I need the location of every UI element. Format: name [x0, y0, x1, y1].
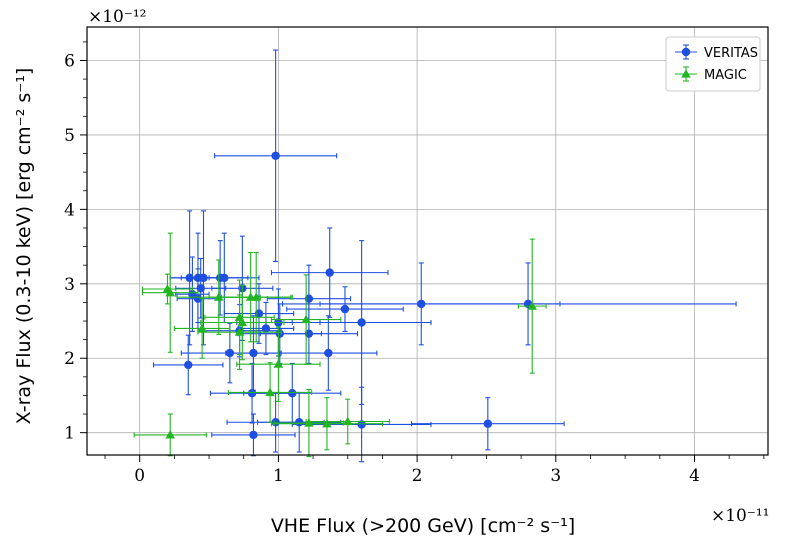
point-marker — [249, 348, 258, 358]
y-axis-label: X-ray Flux (0.3-10 keV) [erg cm⁻² s⁻¹] — [13, 68, 35, 425]
point-marker — [304, 418, 314, 427]
y-tick-label: 4 — [64, 200, 75, 220]
legend-marker — [681, 69, 691, 78]
data-point-magic — [305, 398, 390, 445]
point-marker — [193, 294, 203, 303]
y-axis-exponent: ×10⁻¹² — [88, 7, 146, 27]
point-marker — [275, 329, 284, 338]
point-marker — [254, 309, 264, 318]
point-marker — [220, 273, 229, 283]
y-tick-label: 6 — [64, 51, 75, 71]
legend-marker — [681, 47, 691, 57]
point-marker — [234, 327, 245, 336]
data-point-veritas — [189, 232, 260, 324]
point-marker — [249, 430, 258, 440]
data-point-magic — [227, 362, 313, 423]
data-point-veritas — [243, 362, 342, 424]
legend-label: VERITAS — [704, 46, 758, 61]
data-point-veritas — [175, 256, 210, 332]
point-marker — [295, 418, 304, 427]
point-marker — [325, 268, 334, 277]
point-marker — [324, 348, 333, 358]
x-tick-label: 0 — [134, 466, 145, 486]
y-tick-label: 1 — [64, 424, 75, 444]
point-marker — [271, 151, 280, 160]
point-marker — [273, 359, 284, 368]
series-veritas — [153, 49, 737, 463]
data-point-magic — [141, 273, 193, 305]
data-points — [133, 49, 737, 463]
data-point-veritas — [286, 286, 404, 332]
data-point-magic — [270, 274, 342, 365]
point-marker — [357, 318, 366, 327]
point-marker — [304, 294, 314, 303]
point-marker — [196, 284, 205, 293]
plot-frame — [86, 26, 769, 456]
data-point-veritas — [214, 49, 338, 263]
point-marker — [342, 416, 353, 426]
data-point-veritas — [237, 301, 295, 356]
data-point-magic — [141, 232, 199, 353]
point-marker — [184, 360, 193, 370]
data-point-magic — [197, 294, 282, 370]
data-point-veritas — [153, 334, 224, 396]
point-marker — [251, 292, 262, 301]
point-marker — [322, 418, 332, 428]
data-point-veritas — [410, 397, 565, 451]
data-point-veritas — [225, 315, 282, 391]
data-point-veritas — [279, 315, 378, 391]
y-tick-label: 2 — [64, 349, 75, 369]
data-point-veritas — [319, 262, 737, 346]
legend-entry-veritas: VERITAS — [675, 44, 758, 61]
axis-ticks: 0 1 2 3 4 1 2 3 4 5 6 — [64, 41, 765, 486]
x-axis-exponent: ×10⁻¹¹ — [711, 506, 769, 526]
data-point-magic — [236, 326, 321, 402]
data-point-magic — [173, 298, 231, 359]
data-point-magic — [517, 238, 547, 374]
x-tick-label: 3 — [550, 466, 561, 486]
point-marker — [301, 314, 311, 324]
y-tick-label: 3 — [64, 275, 75, 295]
point-marker — [213, 292, 224, 301]
point-marker — [340, 304, 350, 314]
y-tick-label: 5 — [64, 126, 75, 146]
point-marker — [197, 323, 207, 333]
data-point-magic — [220, 251, 292, 343]
data-point-veritas — [291, 386, 432, 463]
data-point-veritas — [211, 413, 296, 457]
x-tick-label: 4 — [689, 466, 700, 486]
data-point-magic — [273, 388, 345, 458]
x-tick-label: 1 — [273, 466, 284, 486]
data-point-magic — [270, 397, 383, 451]
legend: VERITAS MAGIC — [665, 36, 761, 92]
x-axis-label: VHE Flux (>200 GeV) [cm⁻² s⁻¹] — [271, 515, 575, 537]
point-marker — [165, 287, 176, 297]
series-magic — [133, 232, 547, 458]
point-marker — [165, 430, 176, 439]
point-marker — [261, 324, 271, 333]
point-marker — [527, 301, 538, 310]
data-point-veritas — [270, 227, 389, 318]
legend-entry-magic: MAGIC — [675, 66, 747, 83]
x-tick-label: 2 — [412, 466, 423, 486]
data-point-veritas — [175, 257, 227, 319]
point-marker — [357, 420, 366, 429]
data-point-magic — [133, 413, 207, 457]
point-marker — [265, 387, 275, 397]
point-marker — [483, 419, 493, 428]
data-point-magic — [200, 284, 285, 361]
point-marker — [288, 389, 297, 398]
legend-label: MAGIC — [704, 68, 747, 83]
